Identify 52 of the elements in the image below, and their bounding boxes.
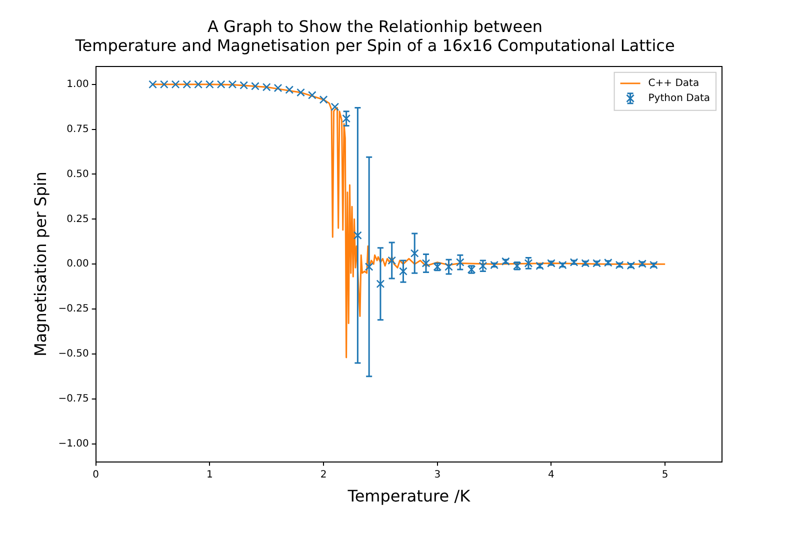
point [148,80,157,89]
point [285,86,294,94]
x-tick-label: 4 [548,469,554,480]
point [240,81,248,90]
point [422,259,430,268]
point [262,82,271,92]
point [536,262,544,270]
point [274,84,282,92]
point [330,102,340,112]
point [604,258,612,267]
point [478,262,488,270]
point [376,280,385,288]
point [171,80,180,89]
y-tick-label: 1.00 [66,78,89,90]
point [410,249,419,258]
chart-title: A Graph to Show the Relationhip between Temperature and Magnetisation per Spin of a 16x16 Computational Lattice [74,16,675,55]
point [456,258,464,266]
point [206,80,214,89]
point [296,88,305,97]
point [216,80,226,89]
point [194,80,202,89]
y-axis-title: Magnetisation per Spin [30,172,50,357]
point [388,256,396,265]
x-tick-label: 1 [206,469,213,480]
point [364,262,374,271]
y-tick-label: −1.00 [58,438,89,450]
point [524,259,533,268]
y-tick-label: −0.50 [58,348,89,360]
y-tick-label: −0.25 [58,304,89,315]
y-tick-label: 0.25 [66,214,89,225]
point [444,262,453,271]
y-tick-label: 0.50 [66,168,89,180]
legend-label: C++ Data [648,78,700,89]
point [319,95,328,104]
x-tick-label: 2 [320,469,327,480]
x-tick-label: 0 [92,469,100,480]
point [228,80,237,89]
x-axis-title: Temperature /K [346,486,471,506]
x-tick-label: 5 [662,469,668,480]
point [160,80,168,89]
point [354,231,362,240]
point [399,267,408,276]
point [308,90,316,100]
point [502,257,510,266]
x-tick-label: 3 [434,469,441,480]
point [182,80,192,89]
legend-label: Python Data [648,92,710,104]
point [251,82,260,90]
point [342,114,350,123]
y-tick-label: −0.75 [58,393,89,404]
y-tick-label: 0.00 [66,258,89,270]
y-tick-label: 0.75 [66,124,89,135]
